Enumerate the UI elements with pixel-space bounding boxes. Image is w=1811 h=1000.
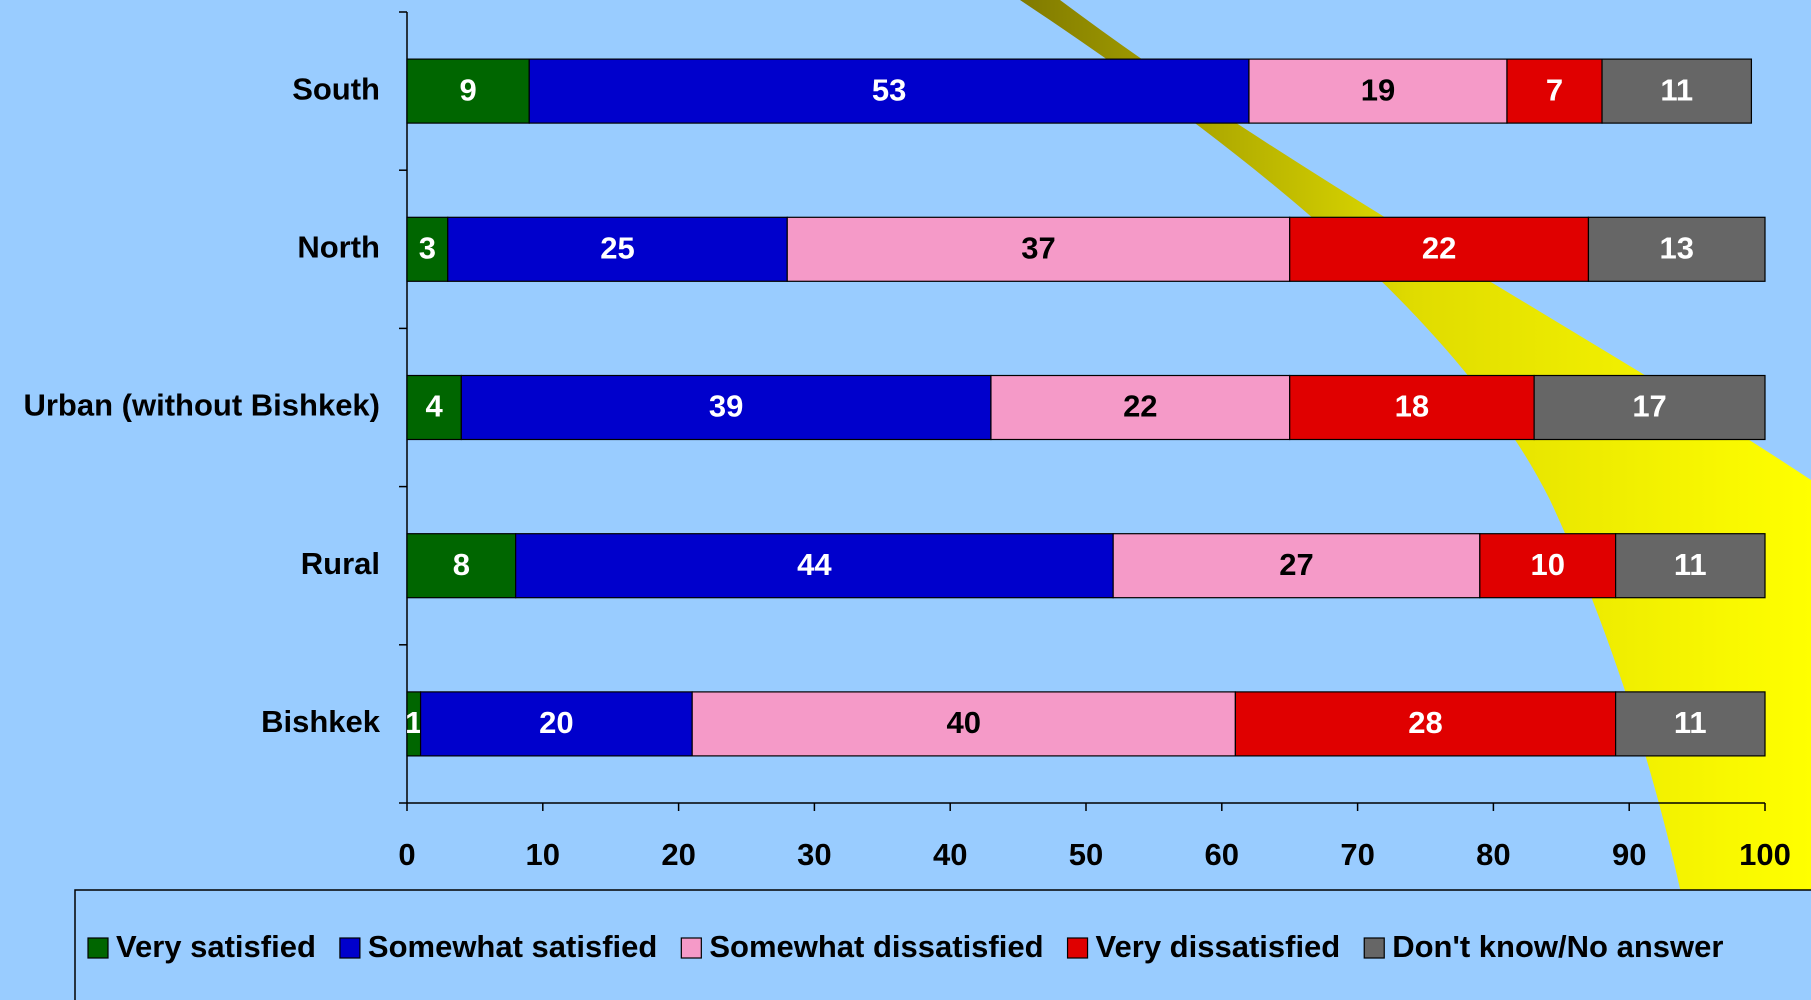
data-label: 25: [600, 230, 634, 265]
data-label: 22: [1123, 389, 1157, 424]
data-label: 19: [1361, 72, 1395, 107]
bar-segment: [691, 691, 1236, 757]
data-label: 9: [459, 72, 476, 107]
bar-segment: [1533, 374, 1766, 441]
x-tick-label: 100: [1739, 837, 1791, 872]
legend-box: [74, 889, 1811, 1000]
x-tick-label: 20: [661, 837, 695, 872]
legend-label: Very satisfied: [116, 929, 316, 964]
data-label: 53: [872, 72, 906, 107]
data-label: 11: [1674, 705, 1707, 740]
x-tick-label: 30: [797, 837, 831, 872]
legend-swatch: [339, 937, 361, 959]
data-label: 20: [539, 705, 573, 740]
y-tick-label: Urban (without Bishkek): [23, 388, 380, 423]
legend-swatch: [87, 937, 109, 959]
bar-segment: [406, 216, 449, 282]
data-label: 39: [709, 389, 743, 424]
data-label: 4: [426, 389, 444, 424]
data-label: 37: [1021, 230, 1055, 265]
x-tick-label: 90: [1612, 837, 1646, 872]
x-tick-label: 10: [526, 837, 560, 872]
data-label: 27: [1279, 547, 1313, 582]
bar-segment: [447, 216, 788, 282]
x-tick-label: 60: [1205, 837, 1239, 872]
legend-swatch: [1363, 937, 1385, 959]
y-tick-label: Bishkek: [261, 704, 381, 739]
legend-swatch: [1066, 937, 1089, 959]
bar-segment: [1234, 691, 1617, 757]
y-tick-label: Rural: [301, 546, 380, 581]
bar-segment: [1587, 216, 1766, 282]
legend-label: Don't know/No answer: [1392, 929, 1723, 964]
data-label: 3: [419, 230, 436, 265]
legend-label: Very dissatisfied: [1096, 929, 1341, 964]
x-tick-label: 40: [933, 837, 967, 872]
legend-label: Somewhat dissatisfied: [709, 929, 1043, 964]
data-label: 13: [1659, 230, 1693, 265]
bar-segment: [515, 533, 1114, 599]
data-label: 40: [947, 705, 981, 740]
x-tick-label: 50: [1069, 837, 1103, 872]
bar-segment: [1601, 58, 1753, 124]
data-label: 28: [1408, 705, 1442, 740]
x-tick-label: 80: [1476, 837, 1510, 872]
data-label: 8: [453, 547, 470, 582]
data-label: 1: [405, 705, 422, 740]
data-label: 22: [1422, 230, 1456, 265]
bar-segment: [528, 58, 1250, 124]
data-label: 11: [1660, 72, 1693, 107]
bar-segment: [1248, 58, 1508, 124]
bar-segment: [1615, 533, 1766, 599]
data-label: 11: [1674, 547, 1707, 582]
x-tick-label: 0: [398, 837, 415, 872]
y-tick-label: North: [297, 229, 380, 264]
bar-segment: [1506, 58, 1603, 124]
x-tick-label: 70: [1340, 837, 1374, 872]
bar-segment: [1289, 374, 1535, 441]
data-label: 18: [1395, 389, 1429, 424]
bar-segment: [406, 58, 530, 124]
y-tick-label: South: [292, 71, 380, 106]
data-label: 17: [1632, 389, 1666, 424]
legend-label: Somewhat satisfied: [368, 929, 657, 964]
bar-segment: [786, 216, 1291, 282]
bar-segment: [1289, 216, 1590, 282]
data-label: 44: [797, 547, 832, 582]
data-label: 10: [1530, 547, 1564, 582]
bar-segment: [990, 374, 1291, 441]
bar-segment: [1615, 691, 1766, 757]
bar-segment: [419, 691, 693, 757]
legend-swatch: [680, 937, 702, 959]
bar-segment: [1479, 533, 1617, 599]
data-label: 7: [1546, 72, 1563, 107]
